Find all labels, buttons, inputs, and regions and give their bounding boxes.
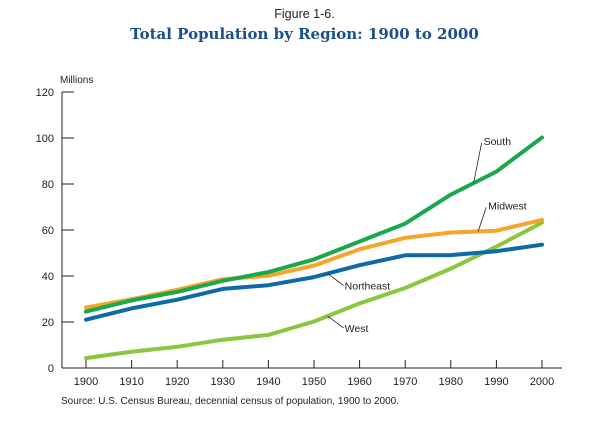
x-tick-label: 1980 [439, 376, 463, 388]
annotation-south: South [484, 136, 512, 148]
series-line-south [84, 135, 544, 314]
y-axis-unit-label: Millions [60, 75, 93, 86]
axes: 0 20 40 60 80 100 120 1900 1910 1920 1930 1940 1950 1… [36, 87, 562, 388]
x-tick-label: 1950 [302, 376, 326, 388]
x-tick-label: 1960 [347, 376, 371, 388]
x-tick-label: 2000 [530, 376, 554, 388]
figure-label: Figure 1-6. [274, 7, 335, 21]
annotation-northeast: Northeast [345, 281, 391, 293]
x-tick-label: 1930 [211, 376, 235, 388]
series-line-west [84, 220, 544, 361]
y-tick-label: 0 [48, 363, 54, 375]
source-note: Source: U.S. Census Bureau, decennial ce… [61, 396, 400, 407]
x-tick-label: 1910 [119, 376, 143, 388]
annotation-layer: South Midwest Northeast West [327, 136, 527, 335]
leader-line-northeast [327, 273, 344, 286]
x-tick-label: 1940 [256, 376, 280, 388]
leader-line-west [327, 315, 344, 329]
annotation-west: West [345, 323, 369, 335]
chart-title: Total Population by Region: 1900 to 2000 [130, 25, 479, 43]
y-tick-label: 40 [42, 271, 54, 283]
x-tick-label: 1990 [484, 376, 508, 388]
x-tick-label: 1970 [393, 376, 417, 388]
leader-line-south [473, 143, 482, 184]
annotation-midwest: Midwest [488, 200, 527, 212]
y-tick-label: 60 [42, 225, 54, 237]
y-tick-label: 20 [42, 317, 54, 329]
x-tick-label: 1920 [165, 376, 189, 388]
leader-line-midwest [477, 207, 487, 232]
y-tick-label: 100 [36, 133, 54, 145]
y-tick-label: 80 [42, 179, 54, 191]
series-layer [84, 135, 544, 361]
x-tick-label: 1900 [74, 376, 98, 388]
y-tick-label: 120 [36, 87, 54, 99]
series-line-northeast [84, 242, 544, 322]
